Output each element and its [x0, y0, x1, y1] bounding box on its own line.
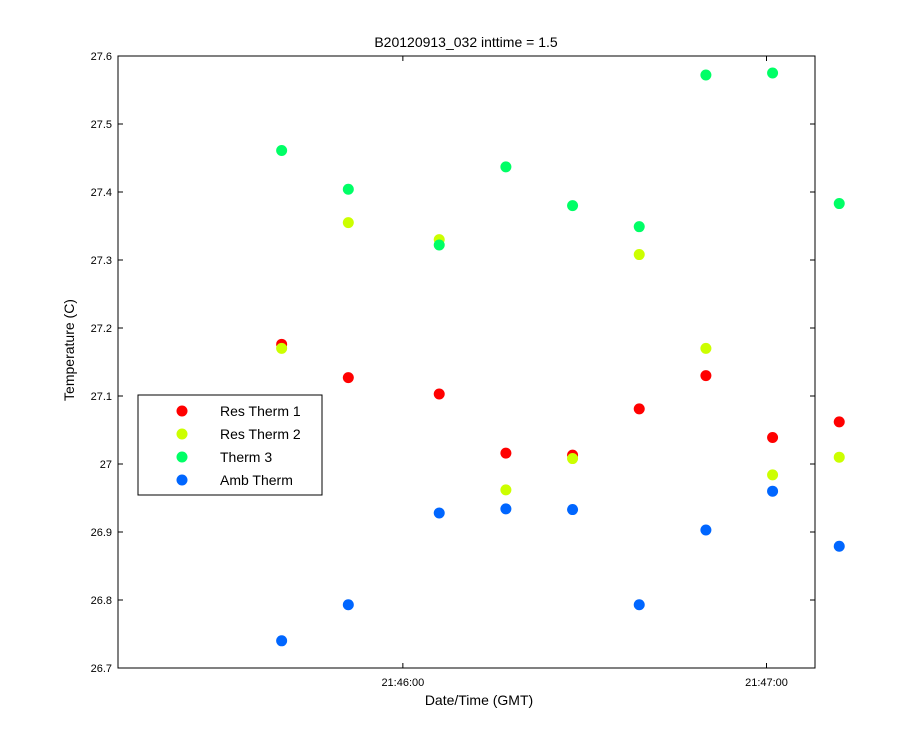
y-tick-label: 27.6: [91, 51, 112, 63]
point-res-therm-1: [433, 388, 445, 400]
legend: Res Therm 1 Res Therm 2 Therm 3 Amb Therm: [137, 394, 323, 496]
point-therm-3: [633, 221, 645, 233]
point-res-therm-2: [767, 469, 779, 481]
point-therm-3: [567, 200, 579, 212]
y-axis: 26.7 26.8 26.9 27 27.1 27.2 27.3 27.4 27.5 27.6: [91, 51, 815, 675]
y-tick-label: 27.3: [91, 255, 112, 267]
data-points: [276, 67, 845, 647]
point-amb-therm: [633, 599, 645, 611]
y-tick-label: 27: [100, 459, 112, 471]
point-amb-therm: [767, 485, 779, 497]
point-therm-3: [767, 67, 779, 79]
point-res-therm-1: [342, 372, 354, 384]
y-axis-title: Temperature (C): [61, 299, 77, 401]
x-axis-title: Date/Time (GMT): [425, 692, 533, 708]
plot-area: [117, 55, 816, 669]
x-tick-label: 21:47:00: [745, 677, 788, 689]
point-therm-3: [833, 198, 845, 210]
point-res-therm-2: [276, 342, 288, 354]
point-therm-3: [433, 239, 445, 251]
legend-marker-res-therm-2: [176, 428, 188, 440]
y-tick-label: 26.7: [91, 663, 112, 675]
x-axis: 21:46:00 21:47:00: [381, 56, 788, 689]
legend-label-therm-3: Therm 3: [220, 449, 272, 465]
y-tick-label: 27.5: [91, 119, 112, 131]
legend-marker-res-therm-1: [176, 405, 188, 417]
point-amb-therm: [433, 507, 445, 519]
legend-label-res-therm-2: Res Therm 2: [220, 426, 301, 442]
y-tick-label: 27.1: [91, 391, 112, 403]
point-amb-therm: [500, 503, 512, 515]
point-therm-3: [276, 145, 288, 157]
x-tick-label: 21:46:00: [381, 677, 424, 689]
point-res-therm-1: [767, 431, 779, 443]
legend-marker-amb-therm: [176, 474, 188, 486]
point-res-therm-2: [500, 484, 512, 496]
y-tick-label: 27.2: [91, 323, 112, 335]
legend-label-amb-therm: Amb Therm: [220, 472, 293, 488]
point-res-therm-2: [567, 453, 579, 465]
y-tick-label: 26.9: [91, 527, 112, 539]
point-res-therm-2: [700, 342, 712, 354]
point-res-therm-1: [833, 416, 845, 428]
point-therm-3: [500, 161, 512, 173]
point-res-therm-2: [342, 217, 354, 229]
point-amb-therm: [700, 524, 712, 536]
legend-box: [137, 394, 323, 496]
chart-title: B20120913_032 inttime = 1.5: [374, 34, 558, 50]
point-amb-therm: [833, 540, 845, 552]
point-res-therm-1: [500, 447, 512, 459]
point-res-therm-2: [833, 451, 845, 463]
point-res-therm-1: [700, 370, 712, 382]
point-therm-3: [342, 183, 354, 195]
legend-label-res-therm-1: Res Therm 1: [220, 403, 301, 419]
legend-marker-therm-3: [176, 451, 188, 463]
y-tick-label: 26.8: [91, 595, 112, 607]
point-amb-therm: [276, 635, 288, 647]
y-tick-label: 27.4: [91, 187, 112, 199]
point-therm-3: [700, 69, 712, 81]
point-amb-therm: [567, 504, 579, 516]
point-res-therm-2: [633, 249, 645, 261]
point-res-therm-1: [633, 403, 645, 415]
point-amb-therm: [342, 599, 354, 611]
